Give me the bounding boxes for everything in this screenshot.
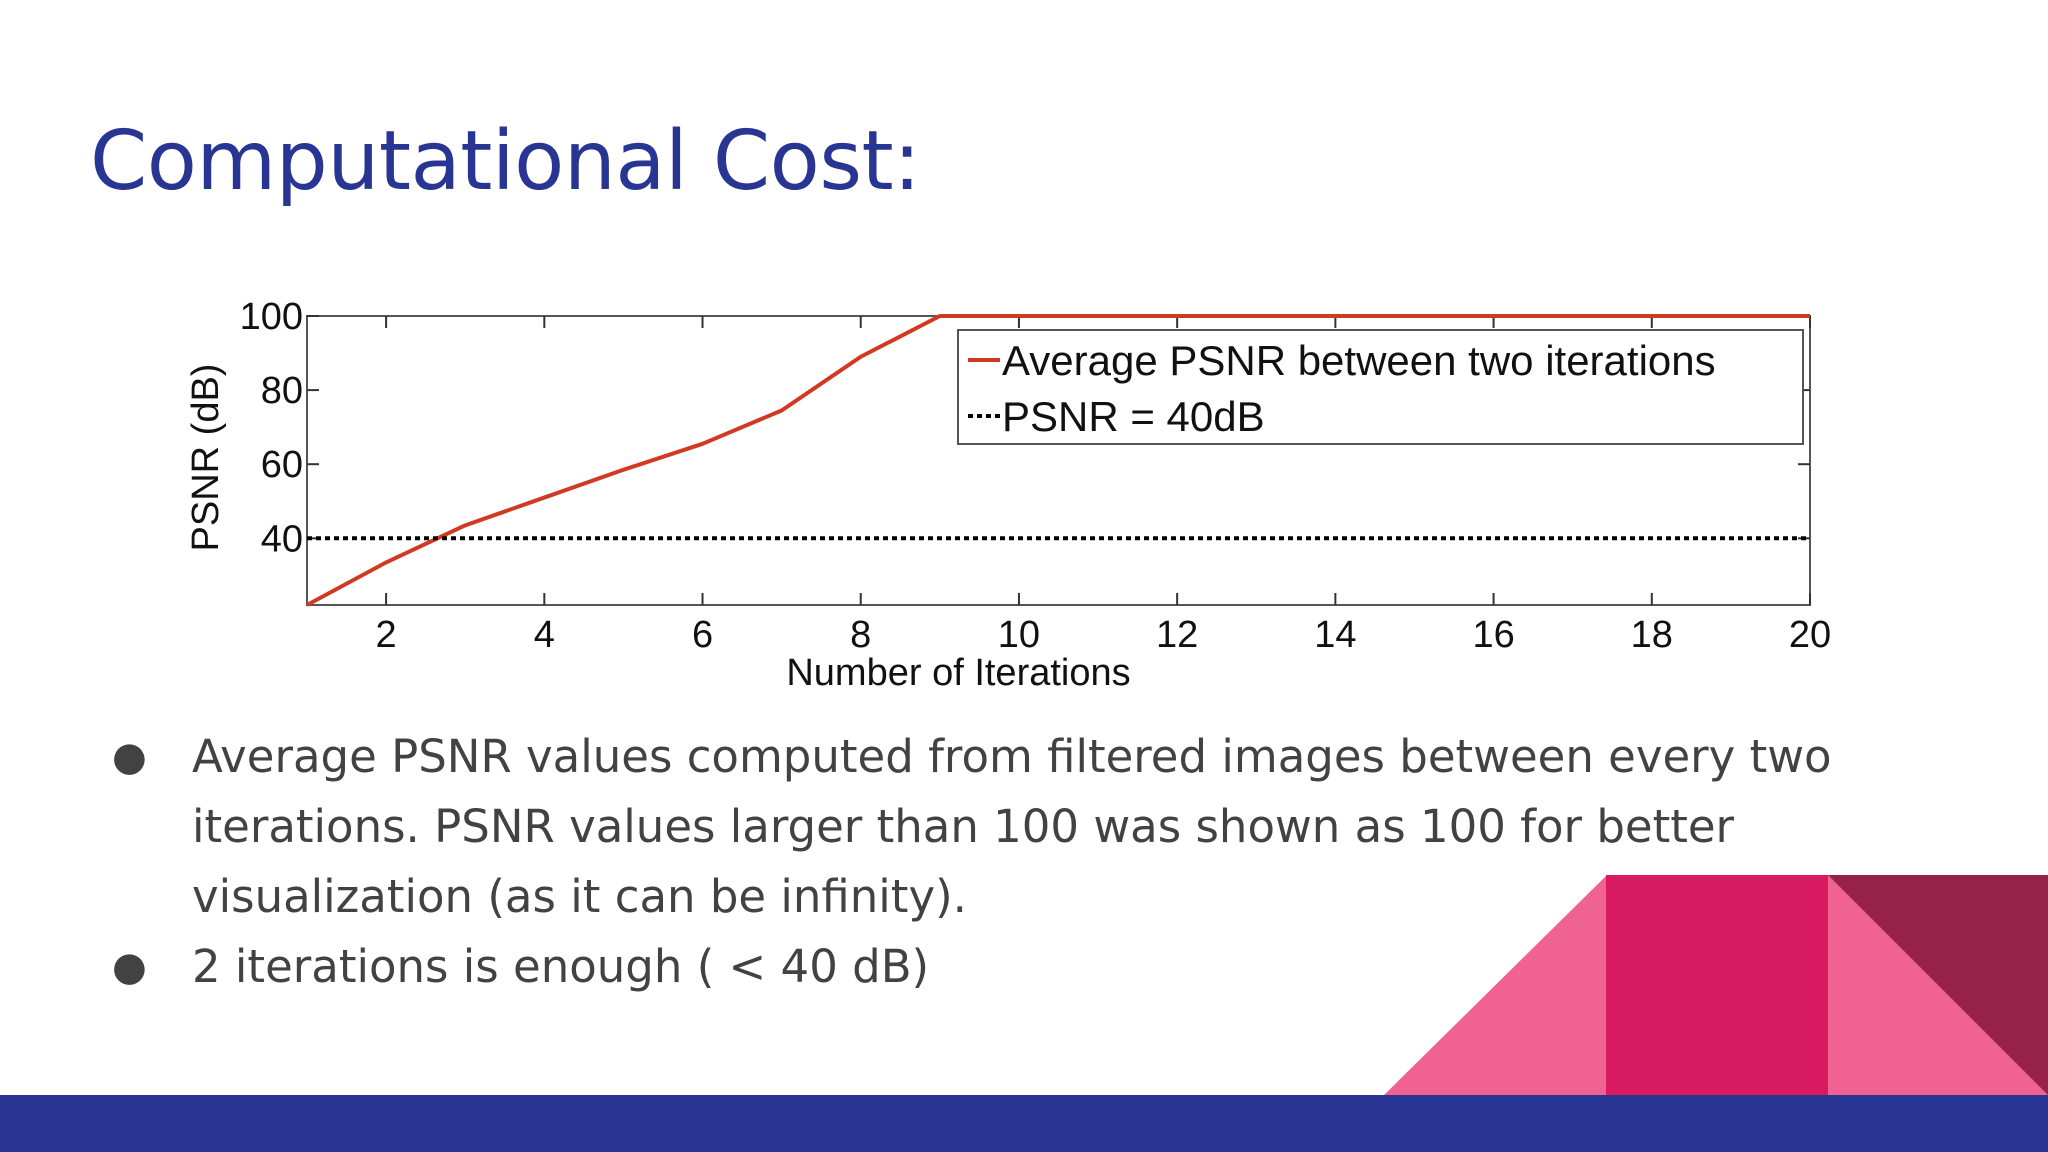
x-tick-label: 6 — [692, 614, 713, 656]
y-tick-label: 80 — [261, 370, 303, 412]
bullet-dot-icon: ● — [112, 734, 147, 780]
x-tick-label: 20 — [1789, 614, 1831, 656]
bullet-item: ● Average PSNR values computed from filt… — [100, 722, 1880, 932]
footer-bar — [0, 1095, 2048, 1152]
legend-label: PSNR = 40dB — [1002, 393, 1265, 440]
x-tick-label: 12 — [1156, 614, 1198, 656]
legend-box — [957, 329, 1804, 445]
y-tick-label: 40 — [261, 518, 303, 560]
x-tick-label: 16 — [1472, 614, 1514, 656]
x-tick-label: 14 — [1314, 614, 1356, 656]
bullet-dot-icon: ● — [112, 944, 147, 990]
slide-title: Computational Cost: — [90, 114, 921, 209]
decor-magenta-block — [1606, 875, 1829, 1095]
y-tick-label: 60 — [261, 444, 303, 486]
y-axis-label: PSNR (dB) — [185, 364, 227, 552]
x-tick-label: 2 — [376, 614, 397, 656]
y-tick-label: 100 — [240, 296, 303, 338]
x-tick-label: 18 — [1631, 614, 1673, 656]
psnr-line-chart: 2 4 6 8 10 12 14 16 18 20 40 60 80 100 Number of Itera… — [185, 296, 1831, 694]
x-tick-label: 8 — [850, 614, 871, 656]
bullet-text: Average PSNR values computed from filter… — [192, 730, 1832, 923]
bullet-text: 2 iterations is enough ( < 40 dB) — [192, 940, 930, 993]
x-tick-label: 10 — [998, 614, 1040, 656]
decor-pink-triangle — [1384, 875, 1607, 1095]
x-axis-label: Number of Iterations — [786, 652, 1130, 694]
series-average-psnr-line — [306, 314, 1810, 607]
x-tick-label: 4 — [534, 614, 555, 656]
decor-maroon-triangle — [1828, 875, 2048, 1095]
legend-label: Average PSNR between two iterations — [1002, 337, 1716, 384]
bullet-item: ● 2 iterations is enough ( < 40 dB) — [100, 932, 1880, 1002]
bullet-list: ● Average PSNR values computed from filt… — [100, 722, 1880, 1002]
